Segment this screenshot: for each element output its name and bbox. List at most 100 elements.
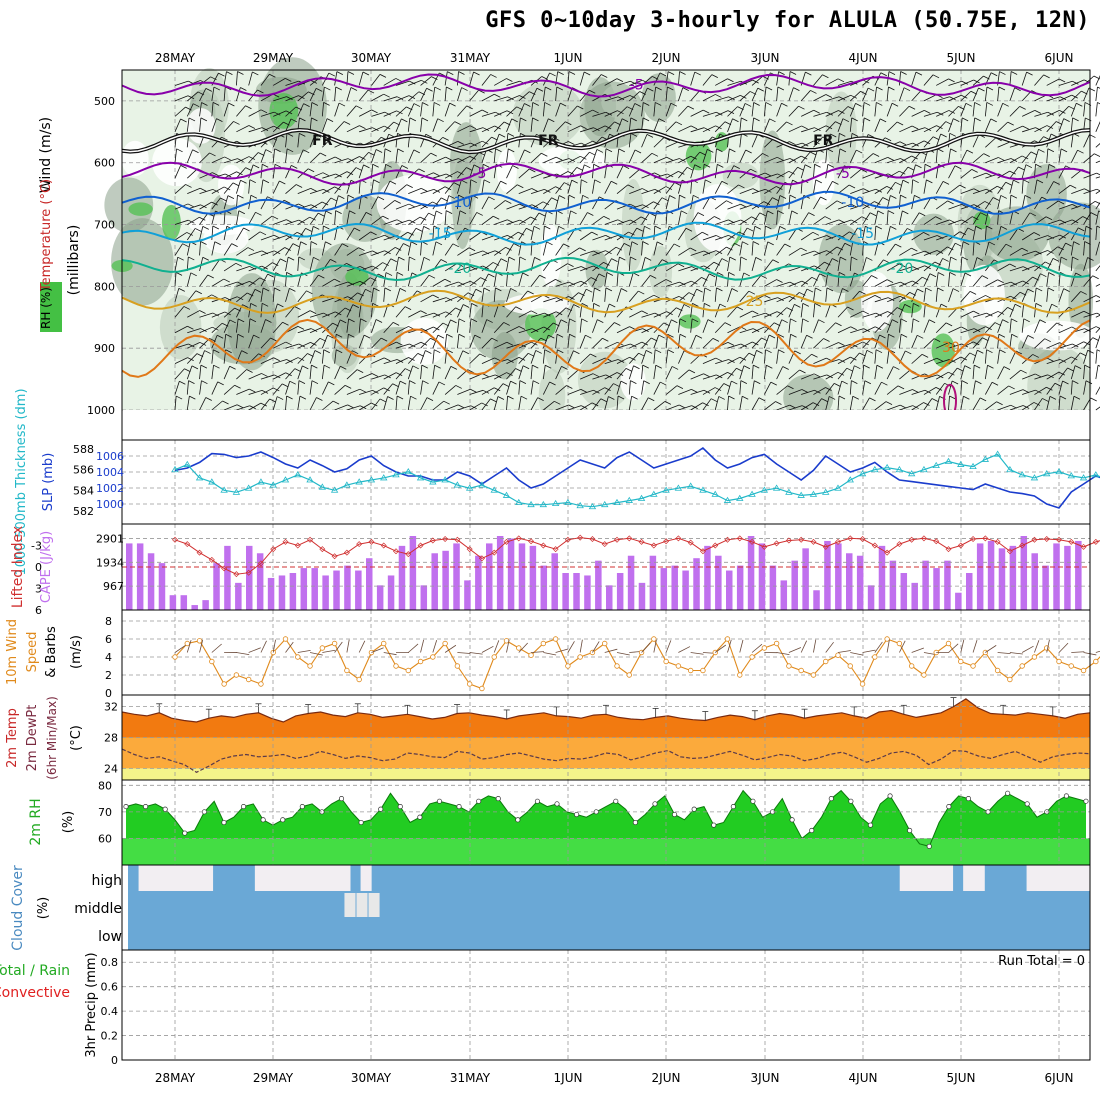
precip-y-tick: 0.6: [101, 981, 119, 994]
wind-barb-staff: [825, 96, 840, 102]
cape-bar: [158, 563, 166, 610]
wind-barb-feather: [444, 278, 452, 283]
wind-barb-staff: [850, 216, 863, 225]
wind-barb-feather: [654, 312, 662, 317]
wind-barb-feather: [924, 163, 932, 168]
wind-barb-feather: [908, 105, 916, 110]
rh2m-point: [534, 798, 540, 804]
x-tick-label-bottom: 31MAY: [450, 1071, 491, 1085]
wind-barb-staff: [186, 353, 198, 364]
wind-barb-staff: [494, 372, 507, 380]
wind-barb-staff: [641, 312, 656, 318]
wind-barb-feather: [814, 265, 821, 270]
wind-barb-feather: [593, 389, 600, 394]
wind-barb-feather: [630, 80, 637, 85]
wind-barb-staff: [580, 265, 594, 272]
wind-barb-staff: [383, 200, 395, 210]
wind-barb-feather: [628, 231, 635, 236]
wind-barb-feather: [452, 243, 460, 248]
wind-barb-staff: [641, 350, 647, 364]
wind-barb-feather: [518, 357, 526, 361]
wind-barb-staff: [481, 303, 484, 318]
wind-barb-feather: [888, 333, 895, 338]
wind-barb-staff: [739, 227, 748, 241]
wind-barb-staff: [285, 381, 291, 395]
wind-barb-feather: [302, 365, 309, 370]
wind-barb-staff: [567, 247, 580, 256]
wind-barb-feather: [249, 388, 256, 393]
wind-barb-staff: [309, 241, 312, 256]
wind-barb-feather: [685, 227, 693, 232]
wind10-barb: [358, 640, 366, 653]
wind-barb-feather: [797, 166, 804, 171]
wind-barb-feather: [859, 290, 866, 295]
cape-bar: [987, 540, 995, 610]
wind-barb-staff: [322, 311, 336, 318]
wind-barb-feather: [789, 141, 796, 145]
wind-barb-feather: [544, 312, 551, 317]
wind-barb-feather: [471, 303, 478, 307]
rh-high-blob: [899, 299, 922, 314]
wind-barb-staff: [297, 228, 306, 241]
wind-barb-feather: [343, 121, 351, 125]
wind-barb-staff: [334, 263, 347, 272]
wind-barb-staff: [260, 250, 275, 256]
wind-barb-staff: [886, 121, 898, 133]
wind-barb-feather: [597, 319, 604, 323]
cloud-high-clear: [920, 865, 932, 891]
wind-barb-staff: [309, 365, 312, 380]
wind-barb-staff: [837, 219, 852, 225]
wind-barb-staff: [297, 256, 300, 271]
wind-barb-feather: [409, 380, 416, 384]
wind-barb-staff: [702, 357, 716, 365]
wind-barb-staff: [690, 231, 703, 241]
wind-barb-staff: [813, 136, 824, 148]
wind-barb-feather: [355, 105, 363, 110]
wind-barb-feather: [617, 96, 625, 101]
wind-barb-staff: [395, 203, 410, 210]
wind-barb-staff: [727, 396, 729, 411]
wind-barb-staff: [407, 353, 419, 364]
wind-barb-feather: [671, 366, 679, 370]
wind-barb-staff: [383, 219, 397, 225]
wind-barb-staff: [899, 166, 909, 179]
wind-barb-staff: [469, 71, 474, 86]
temp-label-line3: (6hr Min/Max): [45, 696, 59, 780]
wind-barb-feather: [837, 78, 845, 83]
wind-barb-feather: [384, 125, 391, 130]
rh2m-point: [691, 806, 697, 812]
wind-barb-feather: [634, 149, 642, 154]
wind-barb-feather: [851, 380, 858, 384]
cape-bar: [387, 575, 395, 610]
wind-barb-feather: [864, 380, 872, 385]
wind-barb-staff: [469, 127, 484, 133]
wind-barb-staff: [604, 110, 618, 117]
wind-barb-feather: [539, 274, 546, 279]
wind-barb-staff: [911, 354, 923, 364]
wind-barb-staff: [321, 86, 325, 101]
wind-barb-feather: [232, 182, 240, 187]
rh2m-point: [495, 796, 501, 802]
wind-barb-staff: [813, 303, 816, 318]
cape-bar: [169, 595, 177, 610]
wind-barb-feather: [777, 156, 784, 161]
wind-barb-staff: [395, 343, 410, 349]
wind10-point: [1068, 663, 1074, 669]
wind-barb-feather: [630, 256, 637, 261]
cloud-high-clear: [138, 865, 150, 891]
wind-barb-feather: [311, 117, 318, 122]
wind-barb-staff: [420, 397, 428, 411]
wind-barb-staff: [862, 326, 876, 334]
wind-barb-feather: [718, 396, 725, 400]
wind-barb-feather: [276, 396, 284, 400]
rh2m-point: [828, 796, 834, 802]
wind-barb-feather: [862, 341, 869, 346]
wind-barb-feather: [948, 371, 955, 376]
wind-barb-staff: [432, 86, 436, 101]
wind-barb-staff: [715, 78, 728, 86]
wind-barb-feather: [234, 384, 241, 389]
wind-barb-staff: [346, 388, 360, 395]
wind-barb-feather: [630, 133, 638, 137]
wind-barb-staff: [273, 235, 287, 241]
rh2m-point: [123, 804, 129, 810]
